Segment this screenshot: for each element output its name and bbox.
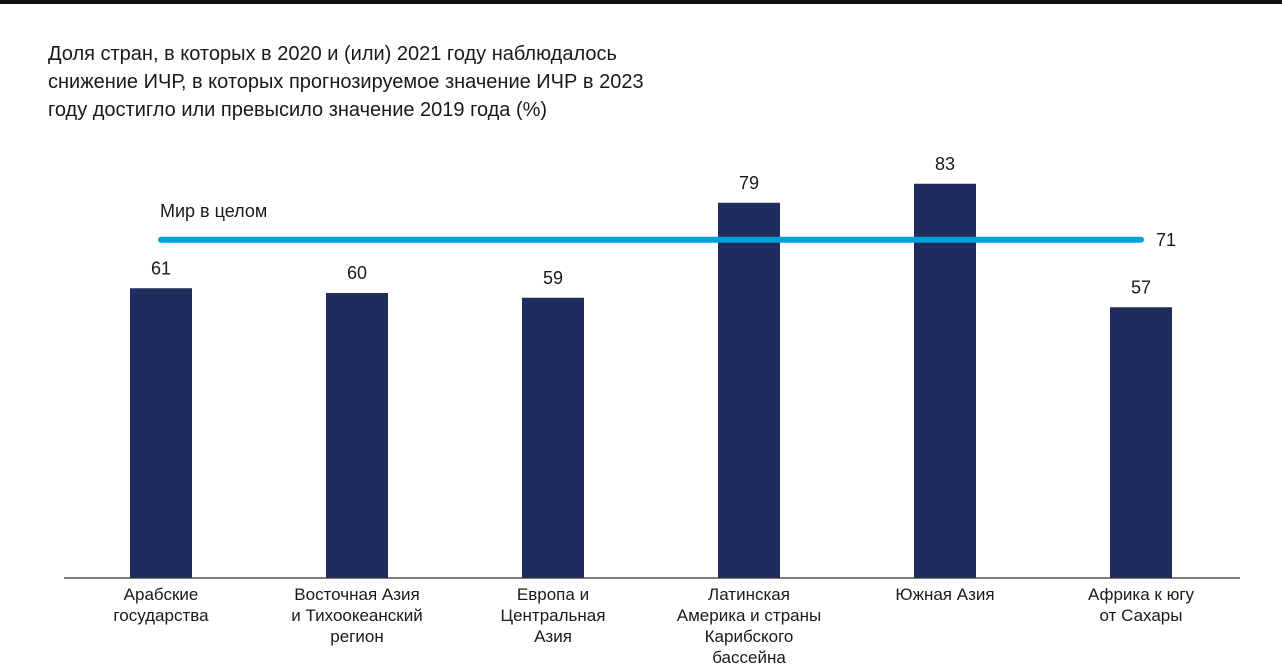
bar-value-label: 57 <box>1131 277 1151 297</box>
bar-value-label: 79 <box>739 173 759 193</box>
bar-value-label: 59 <box>543 268 563 288</box>
top-rule <box>0 0 1282 4</box>
reference-line-value: 71 <box>1156 230 1176 250</box>
reference-line-label: Мир в целом <box>160 201 267 221</box>
x-tick-label: Европа и Центральная Азия <box>501 585 606 646</box>
x-tick-label: Восточная Азия и Тихоокеанский регион <box>291 585 422 646</box>
bar <box>130 288 192 578</box>
x-tick-label: Южная Азия <box>895 585 994 604</box>
chart-title-line: снижение ИЧР, в которых прогнозируемое з… <box>48 71 644 93</box>
chart-title: Доля стран, в которых в 2020 и (или) 202… <box>48 40 788 124</box>
x-tick-label: Латинская Америка и страны Карибского бассе… <box>677 585 821 667</box>
bar <box>718 202 780 578</box>
bar-value-label: 61 <box>151 258 171 278</box>
x-tick-label: Арабские государства <box>113 585 209 625</box>
bar-value-label: 83 <box>935 154 955 174</box>
chart-title-line: году достигло или превысило значение 201… <box>48 99 548 121</box>
x-tick-label: Африка к югу от Сахары <box>1088 585 1195 625</box>
bar-value-label: 60 <box>347 263 367 283</box>
bar <box>326 293 388 578</box>
bar <box>1110 307 1172 578</box>
bar <box>914 183 976 578</box>
bar <box>522 297 584 578</box>
chart-title-line: Доля стран, в которых в 2020 и (или) 202… <box>48 43 617 65</box>
